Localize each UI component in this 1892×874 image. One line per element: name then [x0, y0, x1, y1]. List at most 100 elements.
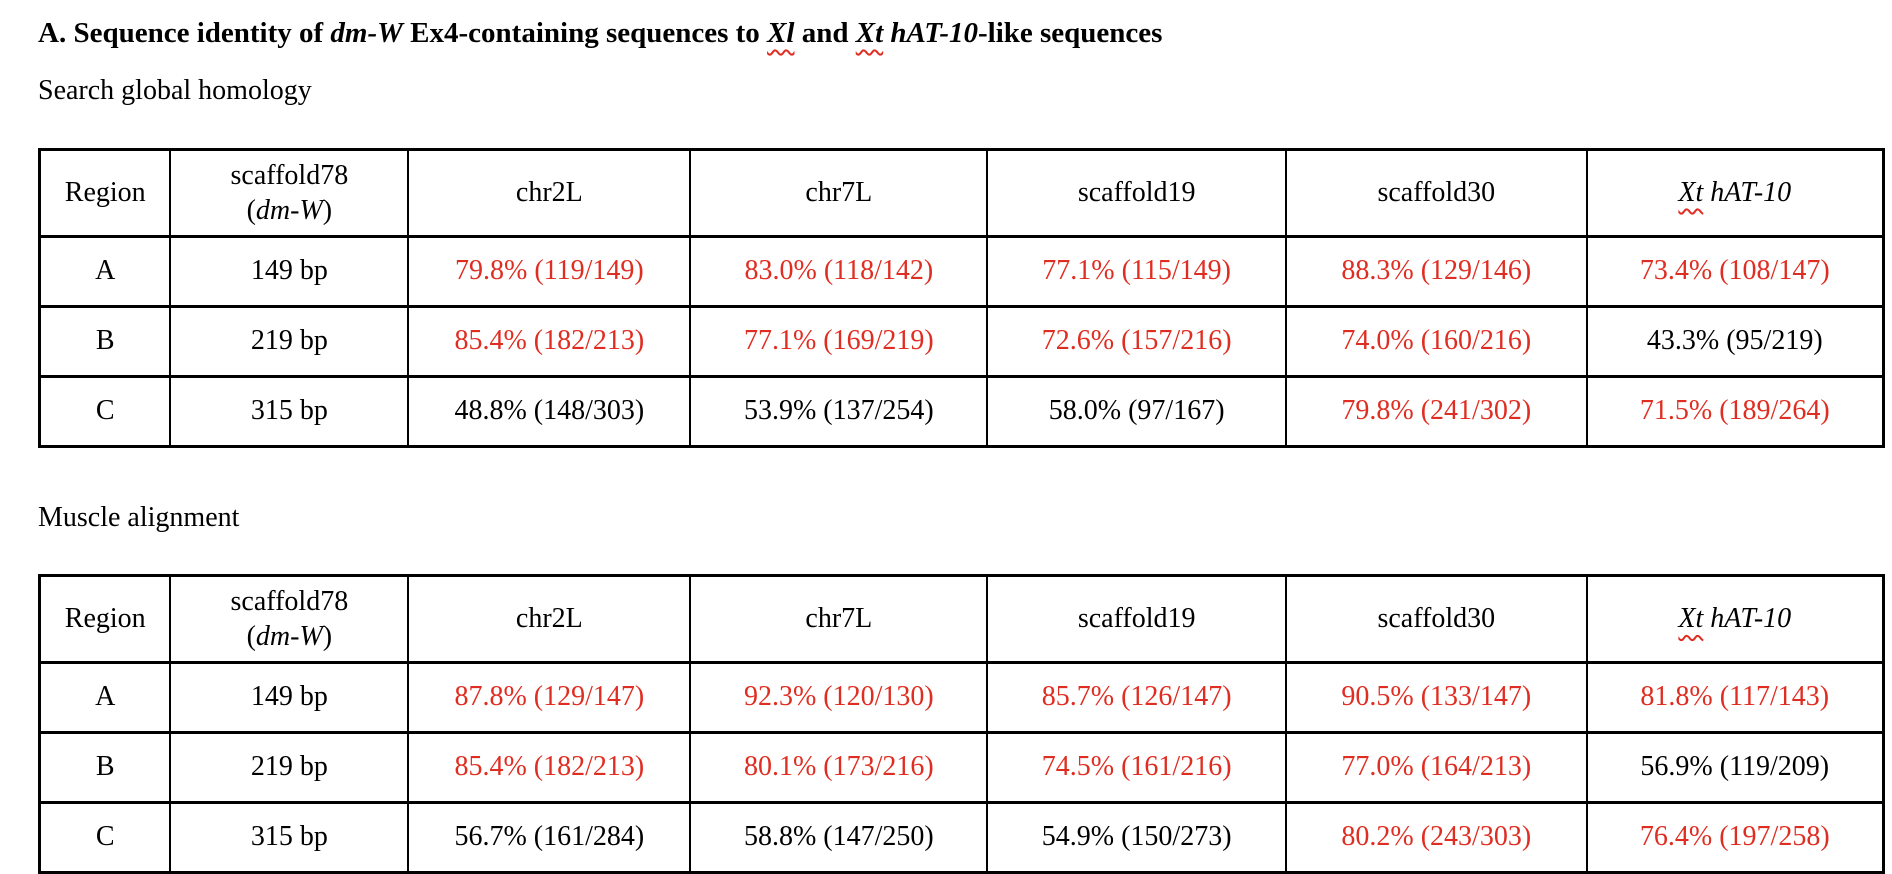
table-header-cell-xt-hat-10: Xt hAT-10 [1585, 574, 1885, 664]
text-segment: dm-W [255, 194, 323, 226]
text-segment: hAT-10 [1710, 177, 1792, 209]
table-row: C 315 bp 56.7% (161/284) 58.8% (147/250) 54.… [38, 800, 1885, 874]
text-segment: Xt [855, 17, 884, 49]
identity-value-cell: 81.8% (117/143) [1585, 660, 1885, 734]
sequence-identity-table: Region scaffold78 (dm-W) chr2L chr7L scaffold… [38, 147, 1885, 448]
table-header-cell-scaffold30: scaffold30 [1285, 148, 1588, 238]
text-segment: chr2L [515, 603, 583, 635]
table-row: B 219 bp 85.4% (182/213) 77.1% (169/219) 72.… [38, 304, 1885, 378]
identity-value-cell: 73.4% (108/147) [1585, 234, 1885, 308]
text-segment: ) [322, 194, 333, 226]
table-header-cell-region: Region [38, 574, 172, 664]
text-segment: chr7L [805, 177, 873, 209]
identity-value-cell: 77.0% (164/213) [1285, 730, 1588, 804]
text-segment: ( [246, 194, 256, 226]
text-segment: Region [64, 603, 146, 635]
length-cell: 219 bp [169, 304, 410, 378]
identity-value-cell: 72.6% (157/216) [986, 304, 1288, 378]
identity-value-cell: 56.7% (161/284) [407, 800, 692, 874]
length-cell: 219 bp [169, 730, 410, 804]
region-cell: B [38, 304, 172, 378]
identity-value-cell: 85.7% (126/147) [986, 660, 1288, 734]
sections-container: Search global homology Region scaffold78 (d… [38, 73, 1885, 874]
table-header-cell-xt-hat-10: Xt hAT-10 [1585, 148, 1885, 238]
table-header-row: Region scaffold78 (dm-W) chr2L chr7L scaffold… [38, 148, 1885, 238]
section-subtitle: Search global homology [38, 75, 312, 107]
identity-value-cell: 58.8% (147/250) [689, 800, 989, 874]
section-search-global-homology: Search global homology Region scaffold78 (d… [38, 73, 1885, 448]
length-cell: 149 bp [169, 234, 410, 308]
table-row: B 219 bp 85.4% (182/213) 80.1% (173/216) 74.… [38, 730, 1885, 804]
table-header-row: Region scaffold78 (dm-W) chr2L chr7L scaffold… [38, 574, 1885, 664]
text-segment: Ex4-containing sequences to [402, 17, 768, 49]
identity-value-cell: 85.4% (182/213) [407, 730, 692, 804]
identity-value-cell: 92.3% (120/130) [689, 660, 989, 734]
text-segment: -like sequences [977, 17, 1163, 49]
text-segment: Xt [1678, 603, 1704, 635]
section-subtitle: Muscle alignment [38, 501, 240, 533]
text-segment: chr2L [515, 177, 583, 209]
table-row: A 149 bp 87.8% (129/147) 92.3% (120/130) 85.… [38, 660, 1885, 734]
text-segment: Xt [1678, 177, 1704, 209]
table-row: C 315 bp 48.8% (148/303) 53.9% (137/254) 58.… [38, 374, 1885, 448]
identity-value-cell: 74.5% (161/216) [986, 730, 1288, 804]
identity-value-cell: 79.8% (119/149) [407, 234, 692, 308]
region-cell: C [38, 800, 172, 874]
document-title: A. Sequence identity of dm-W Ex4-contain… [38, 14, 1872, 53]
identity-value-cell: 76.4% (197/258) [1585, 800, 1885, 874]
identity-value-cell: 77.1% (169/219) [689, 304, 989, 378]
text-segment: scaffold19 [1077, 603, 1196, 635]
table-header-cell-scaffold78-dm-w: scaffold78 (dm-W) [169, 148, 410, 238]
text-segment: A. Sequence identity of [38, 17, 331, 49]
table-header-cell-chr2l: chr2L [407, 574, 692, 664]
identity-value-cell: 56.9% (119/209) [1585, 730, 1885, 804]
text-segment: scaffold30 [1377, 177, 1496, 209]
table-header-cell-scaffold19: scaffold19 [986, 148, 1288, 238]
identity-value-cell: 80.2% (243/303) [1285, 800, 1588, 874]
length-cell: 315 bp [169, 374, 410, 448]
region-cell: C [38, 374, 172, 448]
section-muscle-alignment: Muscle alignment Region scaffold78 (dm-W) ch… [38, 500, 1885, 874]
identity-value-cell: 54.9% (150/273) [986, 800, 1288, 874]
identity-value-cell: 48.8% (148/303) [407, 374, 692, 448]
table-header-cell-scaffold19: scaffold19 [986, 574, 1288, 664]
text-segment: hAT-10 [890, 17, 978, 49]
region-cell: A [38, 660, 172, 734]
identity-value-cell: 90.5% (133/147) [1285, 660, 1588, 734]
identity-value-cell: 87.8% (129/147) [407, 660, 692, 734]
sequence-identity-table: Region scaffold78 (dm-W) chr2L chr7L scaffold… [38, 573, 1885, 874]
text-segment: hAT-10 [1710, 603, 1792, 635]
table-header-cell-region: Region [38, 148, 172, 238]
region-cell: B [38, 730, 172, 804]
text-segment: Region [64, 177, 146, 209]
text-segment: scaffold19 [1077, 177, 1196, 209]
length-cell: 149 bp [169, 660, 410, 734]
identity-value-cell: 74.0% (160/216) [1285, 304, 1588, 378]
identity-value-cell: 43.3% (95/219) [1585, 304, 1885, 378]
identity-value-cell: 71.5% (189/264) [1585, 374, 1885, 448]
identity-value-cell: 77.1% (115/149) [986, 234, 1288, 308]
text-segment: scaffold30 [1377, 603, 1496, 635]
region-cell: A [38, 234, 172, 308]
text-segment: ( [246, 620, 256, 652]
text-segment: chr7L [805, 603, 873, 635]
table-header-cell-scaffold78-dm-w: scaffold78 (dm-W) [169, 574, 410, 664]
text-segment: dm-W [255, 620, 323, 652]
table-header-cell-chr2l: chr2L [407, 148, 692, 238]
table-header-cell-chr7l: chr7L [689, 574, 989, 664]
document-page: A. Sequence identity of dm-W Ex4-contain… [38, 14, 1885, 874]
identity-value-cell: 88.3% (129/146) [1285, 234, 1588, 308]
identity-value-cell: 85.4% (182/213) [407, 304, 692, 378]
identity-value-cell: 53.9% (137/254) [689, 374, 989, 448]
table-row: A 149 bp 79.8% (119/149) 83.0% (118/142) 77.… [38, 234, 1885, 308]
text-segment: ) [322, 620, 333, 652]
table-header-cell-chr7l: chr7L [689, 148, 989, 238]
identity-value-cell: 58.0% (97/167) [986, 374, 1288, 448]
identity-value-cell: 80.1% (173/216) [689, 730, 989, 804]
text-segment: Xl [767, 17, 795, 49]
text-segment: and [794, 17, 856, 49]
length-cell: 315 bp [169, 800, 410, 874]
text-segment: scaffold78 [230, 585, 349, 617]
identity-value-cell: 79.8% (241/302) [1285, 374, 1588, 448]
text-segment: scaffold78 [230, 159, 349, 191]
